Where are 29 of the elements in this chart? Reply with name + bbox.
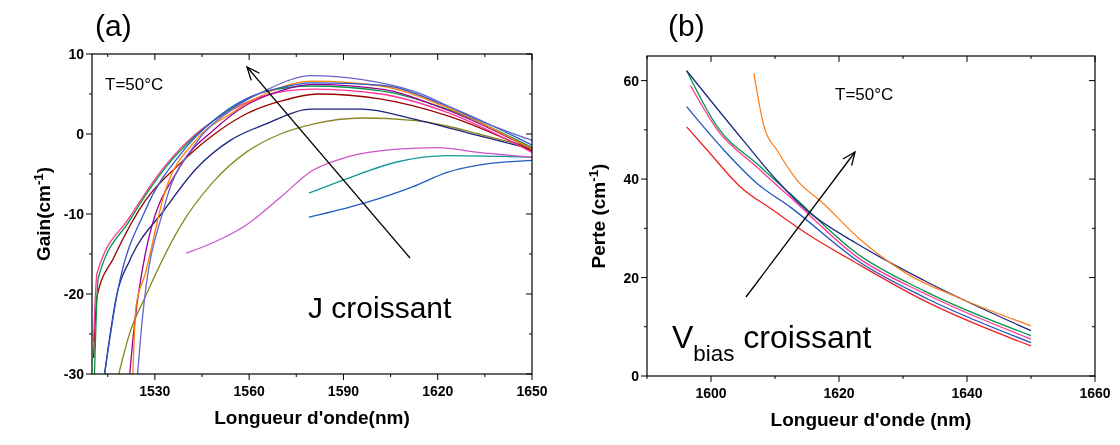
line-series [753, 72, 1032, 327]
y-tick-label: 40 [623, 171, 640, 188]
y-tick-label: 10 [68, 46, 85, 62]
annotation: T=50°C [835, 85, 894, 104]
y-tick-label: 60 [623, 72, 640, 89]
x-tick-label: 1530 [139, 383, 171, 399]
x-tick-label: 1620 [823, 385, 855, 401]
y-tick-label: 20 [623, 269, 640, 286]
line-series [308, 159, 533, 218]
annotation: V$_{bias}$ croissant [672, 319, 872, 366]
chart-title: (b) [668, 9, 705, 42]
x-tick-label: 1620 [422, 383, 454, 399]
x-tick-label: 1560 [233, 383, 265, 399]
line-series [185, 146, 533, 254]
x-tick-label: 1600 [695, 385, 727, 401]
x-axis-title: Longueur d'onde (nm) [770, 409, 972, 430]
y-tick-label: 0 [76, 126, 85, 142]
annotation: T=50°C [105, 75, 164, 94]
y-tick-label: -30 [63, 366, 85, 382]
chart-title: (a) [95, 9, 132, 42]
annotation: J croissant [308, 291, 453, 324]
x-axis-title: Longueur d'onde(nm) [214, 407, 410, 428]
y-tick-label: -10 [63, 206, 85, 222]
x-tick-label: 1650 [516, 383, 548, 399]
x-tick-label: 1640 [951, 385, 983, 401]
y-tick-label: -20 [63, 286, 85, 302]
x-tick-label: 1660 [1079, 385, 1111, 401]
y-tick-label: 0 [631, 368, 640, 384]
x-tick-label: 1590 [327, 383, 360, 399]
